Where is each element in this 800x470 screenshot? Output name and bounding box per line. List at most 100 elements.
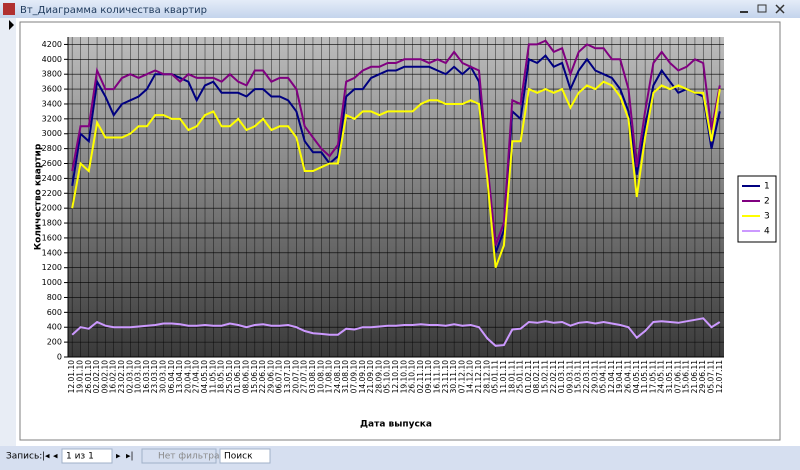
- x-tick-label: 10.08.10: [316, 360, 325, 394]
- x-tick-label: 25.01.11: [516, 360, 525, 394]
- nav-label: Запись:: [6, 452, 42, 462]
- x-tick-label: 09.02.10: [100, 360, 109, 394]
- y-tick-label: 400: [47, 323, 62, 332]
- y-tick-label: 1800: [42, 219, 62, 228]
- app-icon: [3, 3, 15, 15]
- x-tick-label: 05.10.10: [383, 360, 392, 394]
- x-tick-label: 30.03.10: [158, 360, 167, 394]
- x-tick-label: 17.08.10: [325, 360, 334, 394]
- nav-position-box[interactable]: [61, 448, 113, 464]
- close[interactable]: [775, 4, 785, 14]
- x-tick-label: 21.06.11: [690, 360, 699, 394]
- nav-position: 1 из 1: [66, 452, 94, 462]
- x-tick-label: 05.04.11: [599, 360, 608, 394]
- x-tick-label: 20.07.10: [291, 360, 300, 394]
- x-tick-label: 01.06.10: [233, 360, 242, 394]
- y-tick-label: 600: [47, 308, 62, 317]
- y-axis-label: Количество квартир: [34, 143, 44, 250]
- x-tick-label: 16.11.10: [433, 360, 442, 394]
- x-tick-label: 23.02.10: [117, 360, 126, 394]
- x-tick-label: 01.03.11: [557, 360, 566, 394]
- nav-prev[interactable]: ◂: [53, 452, 58, 462]
- x-tick-label: 30.11.10: [449, 360, 458, 394]
- x-tick-label: 29.06.10: [266, 360, 275, 394]
- x-tick-label: 23.03.10: [150, 360, 159, 394]
- maximize[interactable]: [757, 4, 767, 13]
- series-line: [71, 80, 721, 269]
- x-tick-label: 17.05.11: [648, 360, 657, 394]
- search-box[interactable]: [219, 448, 271, 464]
- x-tick-label: 10.03.10: [134, 360, 143, 394]
- x-tick-label: 24.08.10: [333, 360, 342, 394]
- x-tick-label: 06.04.10: [167, 360, 176, 394]
- series-line: [71, 54, 721, 254]
- y-tick-label: 1600: [42, 233, 62, 242]
- x-tick-label: 20.04.10: [183, 360, 192, 394]
- x-tick-label: 16.03.10: [142, 360, 151, 394]
- x-tick-label: 15.03.11: [574, 360, 583, 394]
- window-buttons[interactable]: [740, 4, 785, 14]
- x-tick-label: 26.10.10: [408, 360, 417, 394]
- y-tick-label: 3600: [42, 85, 62, 94]
- x-tick-label: 08.02.11: [532, 360, 541, 394]
- nav-first[interactable]: |◂: [42, 452, 50, 462]
- x-tick-label: 22.06.10: [258, 360, 267, 394]
- y-tick-label: 0: [57, 353, 62, 362]
- series-line: [71, 317, 721, 347]
- window-title: Вт_Диаграмма количества квартир: [20, 5, 207, 16]
- x-tick-label: 09.03.11: [565, 360, 574, 394]
- y-tick-label: 2200: [42, 189, 62, 198]
- x-tick-label: 15.06.10: [250, 360, 259, 394]
- legend-label: 3: [764, 212, 770, 222]
- y-tick-label: 2000: [42, 204, 62, 213]
- nav-filter: Нет фильтра: [158, 452, 219, 462]
- y-tick-label: 800: [47, 293, 62, 302]
- x-tick-label: 12.04.11: [607, 360, 616, 394]
- x-tick-label: 27.04.10: [192, 360, 201, 394]
- x-tick-label: 02.03.10: [125, 360, 134, 394]
- x-tick-label: 15.06.11: [682, 360, 691, 394]
- y-tick-label: 2600: [42, 159, 62, 168]
- y-tick-label: 3800: [42, 70, 62, 79]
- x-tick-label: 16.02.10: [109, 360, 118, 394]
- title-bar: [0, 0, 800, 18]
- x-tick-label: 26.01.10: [84, 360, 93, 394]
- x-tick-label: 21.09.10: [366, 360, 375, 394]
- legend-label: 4: [764, 227, 770, 237]
- y-tick-label: 3400: [42, 99, 62, 108]
- x-tick-label: 07.09.10: [349, 360, 358, 394]
- x-tick-label: 05.01.11: [491, 360, 500, 394]
- x-tick-label: 24.05.11: [657, 360, 666, 394]
- x-tick-label: 11.05.11: [640, 360, 649, 394]
- x-tick-label: 03.08.10: [308, 360, 317, 394]
- x-tick-label: 06.07.10: [275, 360, 284, 394]
- x-tick-label: 19.01.10: [75, 360, 84, 394]
- y-tick-label: 200: [47, 338, 62, 347]
- nav-next[interactable]: ▸: [116, 452, 121, 462]
- x-tick-label: 12.07.11: [715, 360, 724, 394]
- x-tick-label: 12.01.10: [67, 360, 76, 394]
- x-tick-label: 31.08.10: [341, 360, 350, 394]
- nav-last[interactable]: ▸|: [126, 452, 134, 462]
- y-tick-label: 3200: [42, 114, 62, 123]
- x-tick-label: 13.04.10: [175, 360, 184, 394]
- x-tick-label: 07.06.11: [673, 360, 682, 394]
- filter-box[interactable]: [141, 448, 217, 464]
- x-axis-label: Дата выпуска: [360, 420, 432, 430]
- x-tick-label: 11.05.10: [208, 360, 217, 394]
- x-tick-label: 26.04.11: [624, 360, 633, 394]
- x-tick-label: 04.05.11: [632, 360, 641, 394]
- x-tick-label: 19.10.10: [399, 360, 408, 394]
- legend-label: 2: [764, 197, 770, 207]
- x-tick-label: 19.04.11: [615, 360, 624, 394]
- record-selector[interactable]: [0, 18, 16, 446]
- x-tick-label: 07.12.10: [457, 360, 466, 394]
- x-tick-label: 31.05.11: [665, 360, 674, 394]
- x-tick-label: 02.02.10: [92, 360, 101, 394]
- x-tick-label: 27.07.10: [300, 360, 309, 394]
- record-marker: [9, 20, 14, 30]
- x-tick-label: 21.12.10: [474, 360, 483, 394]
- x-tick-label: 01.02.11: [524, 360, 533, 394]
- legend-label: 1: [764, 182, 770, 192]
